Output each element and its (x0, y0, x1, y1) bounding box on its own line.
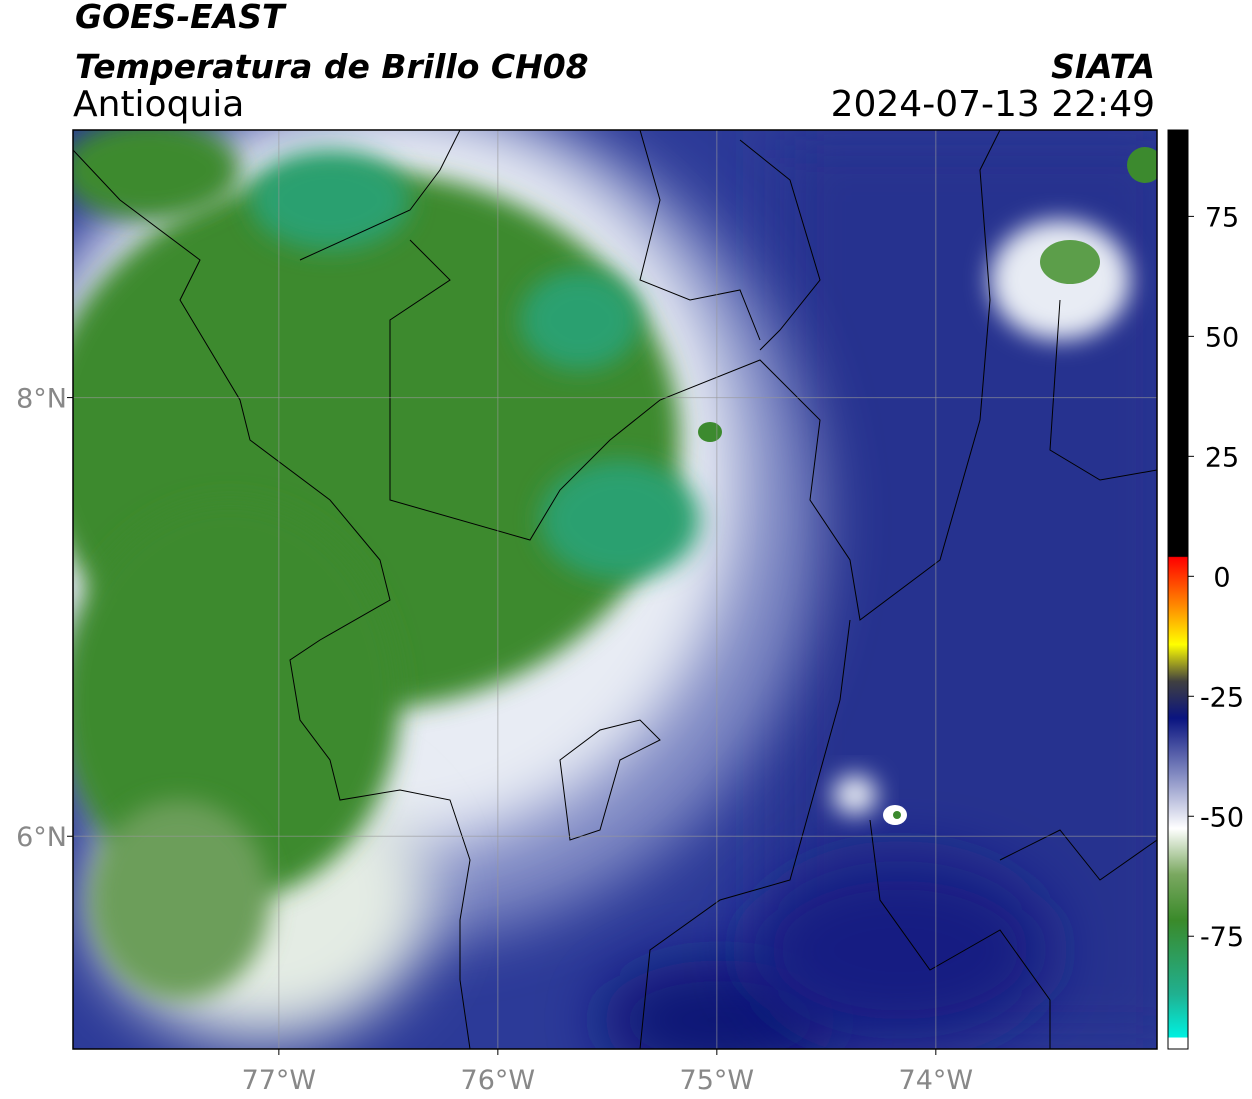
colorbar-tick-label: 50 (1205, 322, 1239, 353)
y-tick-label: 6°N (16, 822, 67, 853)
ticks: 77°W 76°W 75°W 74°W 8°N 6°N 75 50 25 0 -25 -50 -75 (16, 202, 1244, 1096)
colorbar-tick-label: -50 (1200, 802, 1244, 833)
colorbar-tick-label: -75 (1200, 922, 1244, 953)
x-tick-label: 74°W (899, 1065, 974, 1096)
y-tick-label: 8°N (16, 384, 67, 415)
map-imagery (73, 130, 1157, 1049)
x-tick-label: 75°W (680, 1065, 755, 1096)
datetime-label: 2024-07-13 22:49 (831, 84, 1155, 125)
x-tick-label: 76°W (461, 1065, 536, 1096)
colorbar-tick-label: 25 (1205, 442, 1239, 473)
x-tick-label: 77°W (242, 1065, 317, 1096)
colorbar-tick-label: -25 (1200, 682, 1244, 713)
map-frame (72, 129, 1158, 1050)
product-title: Temperatura de Brillo CH08 (75, 47, 589, 86)
grid (73, 130, 1157, 1049)
source-label: SIATA (1051, 47, 1155, 86)
colorbar (1167, 129, 1189, 1050)
satellite-title: GOES-EAST (75, 0, 287, 36)
colorbar-tick-label: 75 (1205, 202, 1239, 233)
colorbar-tick-label: 0 (1213, 562, 1230, 593)
region-label: Antioquia (73, 84, 244, 125)
